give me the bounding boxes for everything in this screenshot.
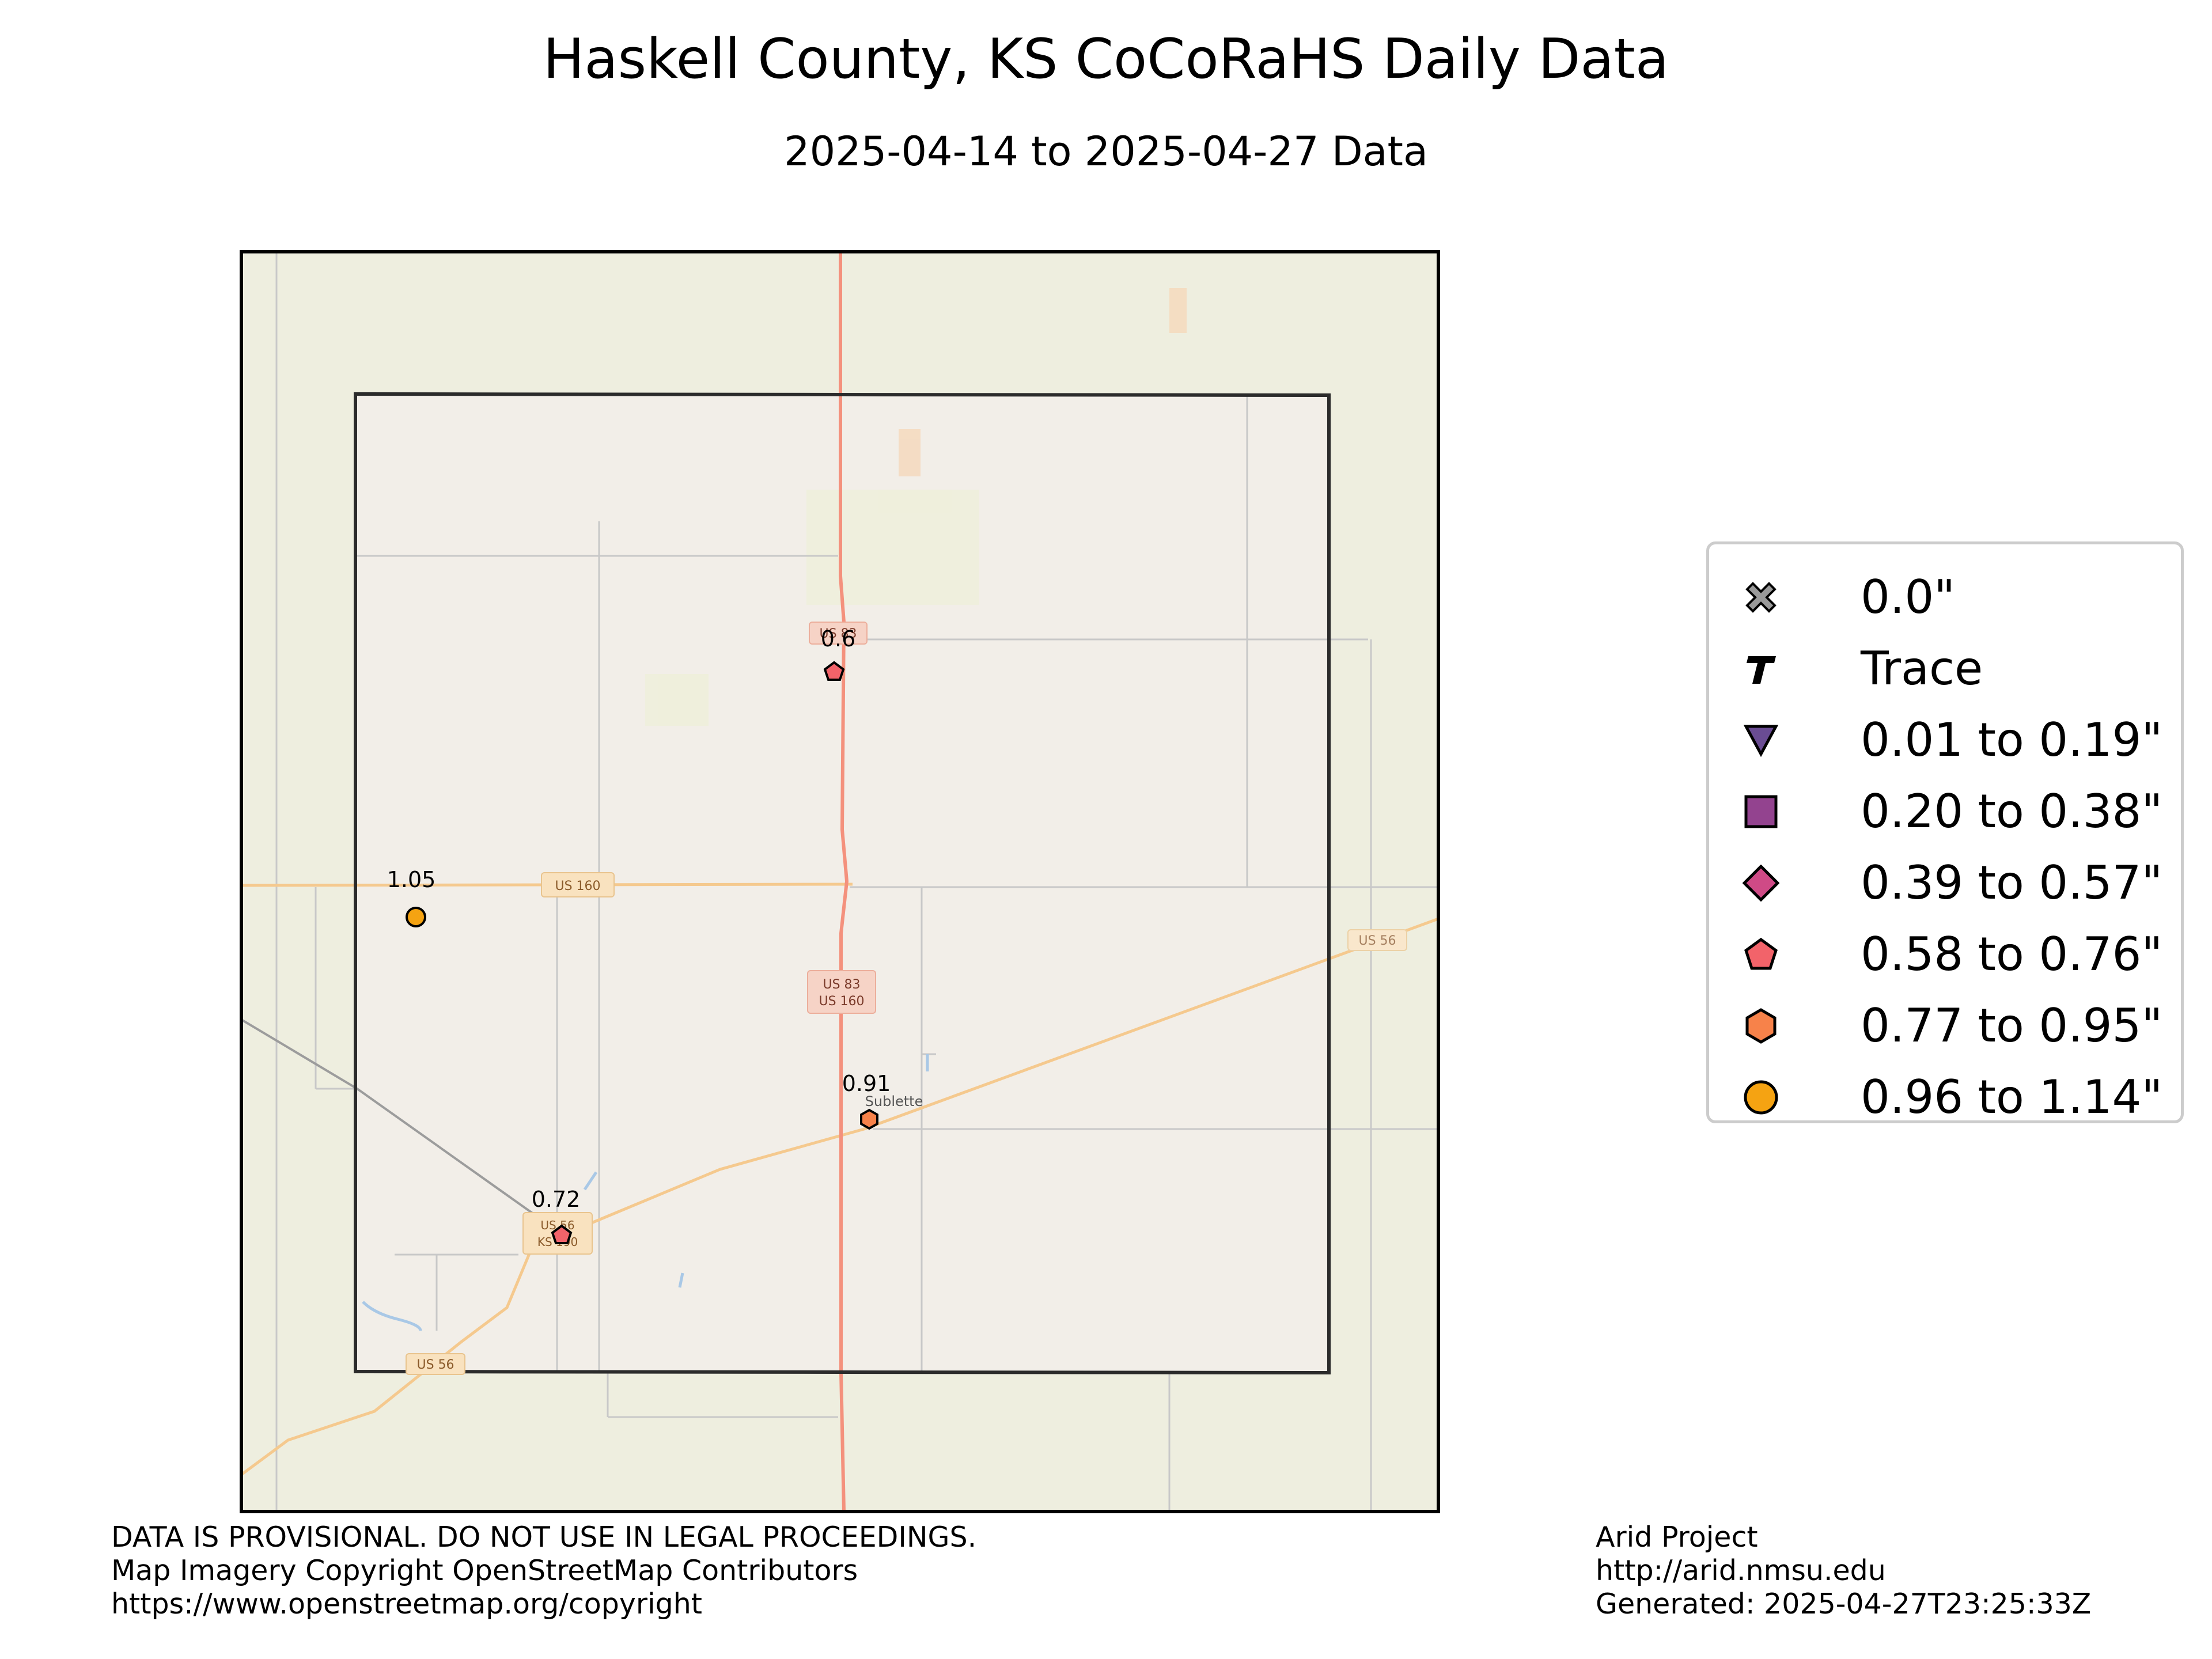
land-use-patches (645, 288, 1187, 726)
shield-label: US 56 (1358, 934, 1396, 948)
square-icon (1744, 795, 1778, 828)
chart-subtitle: 2025-04-14 to 2025-04-27 Data (784, 128, 1428, 175)
major-highway (839, 252, 849, 1512)
shield-us56-sw: US 56 (406, 1353, 465, 1375)
pentagon-marker-icon (551, 1224, 573, 1244)
legend-label: 0.39 to 0.57" (1861, 856, 2163, 910)
footer-link[interactable]: https://www.openstreetmap.org/copyright (111, 1588, 703, 1620)
circle-marker-icon (406, 907, 426, 927)
legend-item: 0.39 to 0.57" (1709, 854, 2181, 912)
station-marker[interactable]: 0.72 (532, 1187, 581, 1244)
circle-icon (1744, 1080, 1778, 1115)
pentagon-marker-icon (823, 661, 845, 681)
shield-label: US 83 (823, 978, 860, 992)
footer-line: DATA IS PROVISIONAL. DO NOT USE IN LEGAL… (111, 1521, 977, 1554)
footer-disclaimer: DATA IS PROVISIONAL. DO NOT USE IN LEGAL… (111, 1521, 976, 1621)
shield-us83-us160: US 83 US 160 (807, 970, 876, 1014)
legend-label: 0.58 to 0.76" (1861, 927, 2163, 981)
shield-us56-east: US 56 (1347, 929, 1407, 951)
station-value-label: 0.6 (821, 626, 855, 652)
hexagon-icon (1745, 1008, 1777, 1044)
water-features (362, 1054, 929, 1331)
legend-item: 0.58 to 0.76" (1709, 926, 2181, 983)
station-value-label: 0.91 (842, 1071, 891, 1096)
legend-item: Trace (1709, 640, 2181, 698)
legend-label: 0.77 to 0.95" (1861, 999, 2163, 1052)
x-marker-icon (1745, 582, 1777, 613)
t-marker-icon (1747, 656, 1776, 684)
county-boundary (354, 392, 1331, 1375)
shield-us160-west: US 160 (541, 872, 615, 897)
road-shields: US 160 US 83 US 160 US 56 US 56 US 56 KS… (406, 622, 1407, 1375)
map-frame (240, 250, 1440, 1513)
station-value-label: 1.05 (387, 867, 436, 892)
legend-item: 0.20 to 0.38" (1709, 783, 2181, 840)
diamond-icon (1743, 865, 1779, 902)
footer-line: Arid Project (1596, 1521, 1758, 1554)
station-markers: 0.6 1.05 0.91 0.72 (387, 626, 891, 1244)
legend-label: 0.96 to 1.14" (1861, 1070, 2163, 1124)
place-label-sublette: Sublette (865, 1093, 923, 1109)
pentagon-icon (1744, 937, 1778, 970)
footer-credits: Arid Project http://arid.nmsu.edu Genera… (1596, 1521, 2091, 1621)
legend-label: 0.0" (1861, 570, 1956, 624)
station-marker[interactable]: 0.6 (821, 626, 855, 681)
legend: 0.0" Trace 0.01 to 0.19" 0.20 to 0.38" 0… (1706, 541, 2184, 1123)
station-marker[interactable]: 0.91 (842, 1071, 891, 1130)
shield-label: US 56 (416, 1358, 454, 1372)
legend-item: 0.01 to 0.19" (1709, 711, 2181, 769)
legend-item: 0.96 to 1.14" (1709, 1069, 2181, 1126)
station-marker[interactable]: 1.05 (387, 867, 436, 927)
legend-item: 0.0" (1709, 569, 2181, 626)
shield-us83-north: US 83 (809, 622, 868, 645)
footer-link[interactable]: http://arid.nmsu.edu (1596, 1554, 1886, 1587)
legend-label: Trace (1861, 642, 1983, 695)
footer-line: Generated: 2025-04-27T23:25:33Z (1596, 1588, 2092, 1620)
chart-title: Haskell County, KS CoCoRaHS Daily Data (543, 28, 1669, 91)
station-value-label: 0.72 (532, 1187, 581, 1212)
shield-label: US 83 (819, 627, 857, 641)
shield-label: US 160 (555, 879, 600, 893)
legend-label: 0.01 to 0.19" (1861, 713, 2163, 767)
legend-label: 0.20 to 0.38" (1861, 785, 2163, 838)
minor-roads (275, 252, 1438, 1512)
shield-label: US 160 (819, 994, 864, 1009)
legend-item: 0.77 to 0.95" (1709, 997, 2181, 1055)
footer-line: Map Imagery Copyright OpenStreetMap Cont… (111, 1554, 858, 1587)
hexagon-marker-icon (860, 1108, 878, 1130)
triangle-down-icon (1743, 725, 1779, 757)
